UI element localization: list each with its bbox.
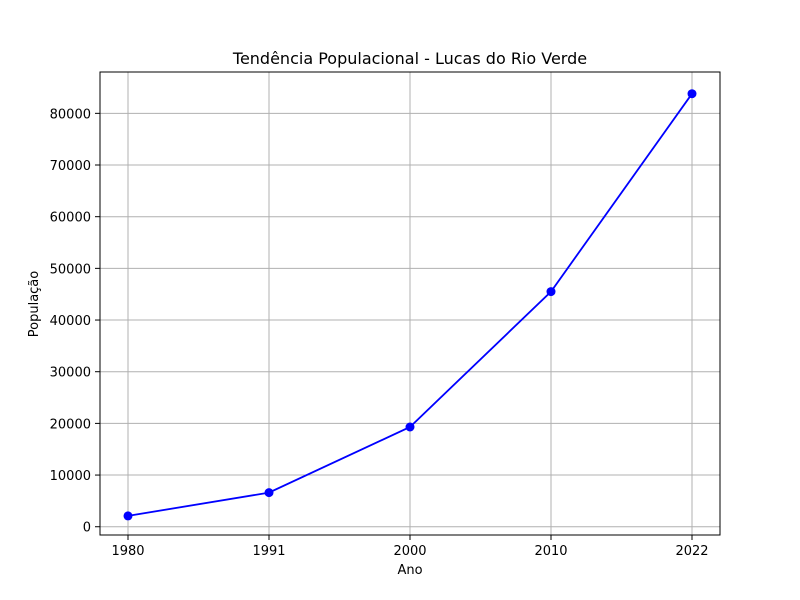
y-tick-label: 50000: [50, 262, 91, 277]
data-point: [687, 89, 697, 99]
x-axis-title: Ano: [397, 563, 422, 578]
data-point: [405, 422, 415, 432]
y-tick-label: 70000: [50, 159, 91, 174]
series: [123, 89, 697, 521]
x-axis: 1980 1991 2000 2010 2022: [111, 535, 709, 559]
y-tick-label: 40000: [50, 314, 91, 329]
y-axis-title: População: [27, 271, 42, 338]
x-tick-label: 2010: [534, 544, 567, 559]
y-tick-label: 0: [83, 521, 91, 536]
y-tick-label: 10000: [50, 469, 91, 484]
x-tick-label: 1991: [252, 544, 285, 559]
y-tick-label: 20000: [50, 417, 91, 432]
data-point: [264, 488, 274, 498]
x-tick-label: 1980: [111, 544, 144, 559]
y-tick-label: 60000: [50, 211, 91, 226]
chart-title: Tendência Populacional - Lucas do Rio Ve…: [232, 49, 587, 68]
grid: [100, 72, 720, 535]
x-tick-label: 2000: [393, 544, 426, 559]
x-tick-label: 2022: [675, 544, 708, 559]
data-point: [123, 511, 133, 521]
data-point: [546, 287, 556, 297]
y-tick-label: 30000: [50, 366, 91, 381]
y-tick-label: 80000: [50, 107, 91, 122]
y-axis: 0 10000 20000 30000 40000 50000 60000 70000 8000…: [50, 107, 100, 536]
